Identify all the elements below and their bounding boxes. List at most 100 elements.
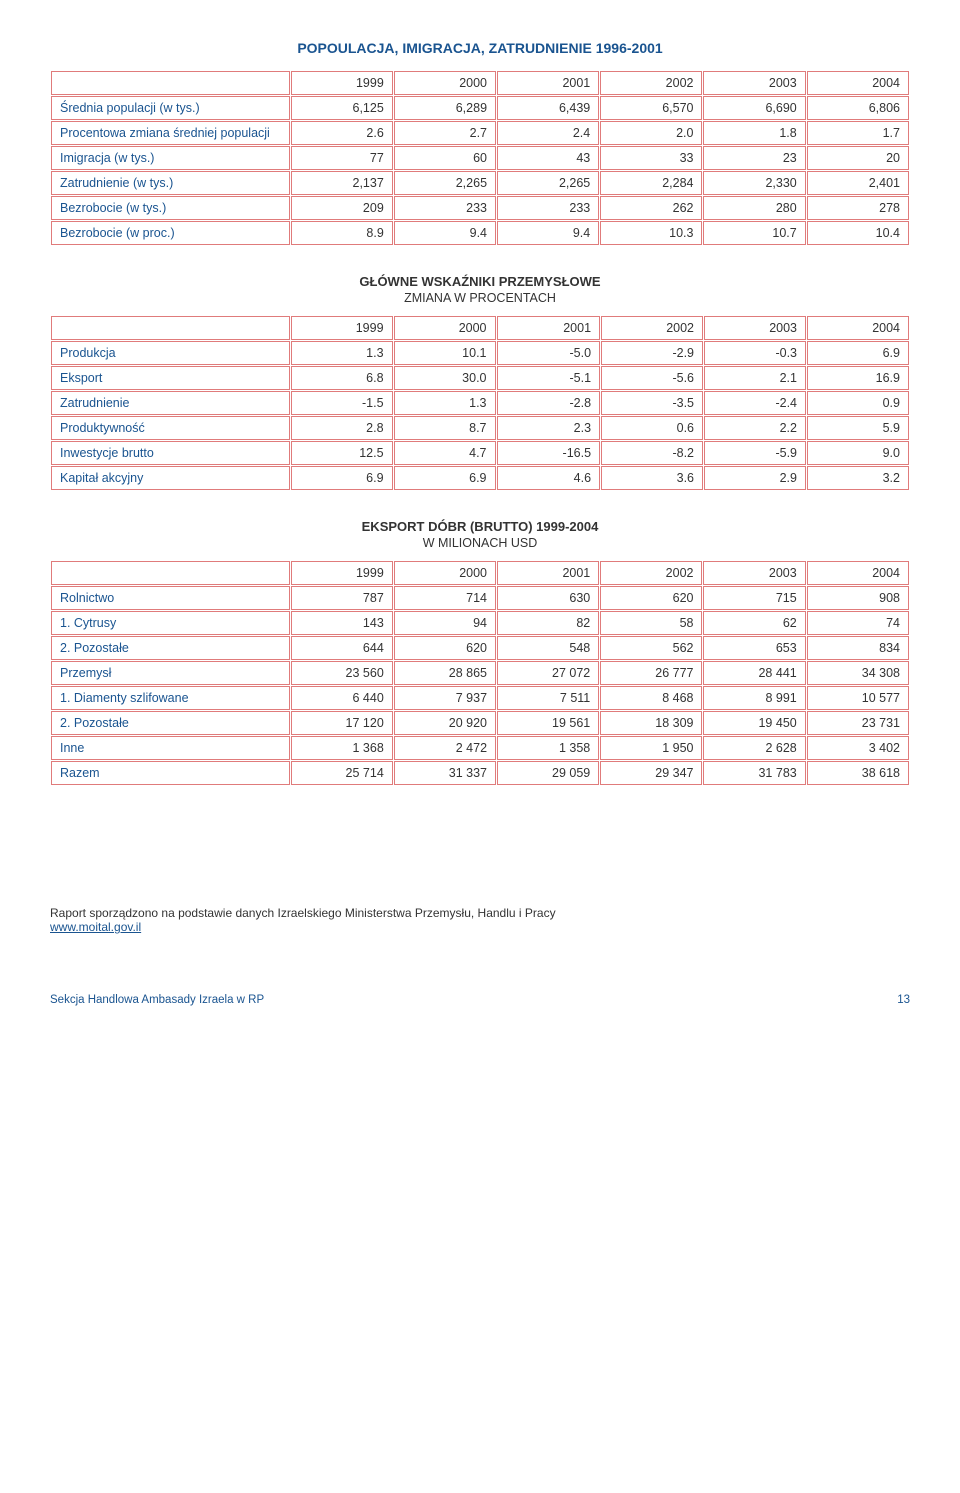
cell: 31 337 [394, 761, 496, 785]
header-blank [51, 316, 290, 340]
cell: 6,125 [291, 96, 393, 120]
cell: 60 [394, 146, 496, 170]
row-label: 1. Cytrusy [51, 611, 290, 635]
row-label: Imigracja (w tys.) [51, 146, 290, 170]
header-year: 2001 [497, 316, 601, 340]
report-footnote: Raport sporządzono na podstawie danych I… [50, 906, 910, 934]
cell: -5.0 [497, 341, 601, 365]
cell: -5.6 [601, 366, 703, 390]
cell: 1.7 [807, 121, 909, 145]
header-year: 2001 [497, 71, 599, 95]
cell: 262 [600, 196, 702, 220]
cell: 6,439 [497, 96, 599, 120]
page-footer: Sekcja Handlowa Ambasady Izraela w RP 13 [50, 994, 910, 1006]
cell: 34 308 [807, 661, 909, 685]
cell: 43 [497, 146, 599, 170]
cell: 2 628 [703, 736, 805, 760]
header-year: 2002 [600, 71, 702, 95]
cell: 2,284 [600, 171, 702, 195]
header-blank [51, 71, 290, 95]
cell: -8.2 [601, 441, 703, 465]
cell: 23 [703, 146, 805, 170]
cell: 6.8 [291, 366, 393, 390]
cell: 25 714 [291, 761, 393, 785]
cell: 2.3 [497, 416, 601, 440]
cell: 6 440 [291, 686, 393, 710]
cell: 1.3 [291, 341, 393, 365]
cell: 10 577 [807, 686, 909, 710]
cell: 143 [291, 611, 393, 635]
row-label: Produkcja [51, 341, 290, 365]
row-label: Razem [51, 761, 290, 785]
cell: 23 731 [807, 711, 909, 735]
cell: 28 441 [703, 661, 805, 685]
table-row: Zatrudnienie (w tys.)2,1372,2652,2652,28… [51, 171, 909, 195]
table-row: Bezrobocie (w tys.)209233233262280278 [51, 196, 909, 220]
cell: 562 [600, 636, 702, 660]
header-year: 2004 [807, 316, 909, 340]
cell: 12.5 [291, 441, 393, 465]
cell: 20 [807, 146, 909, 170]
cell: -2.4 [704, 391, 806, 415]
cell: 9.4 [497, 221, 599, 245]
cell: 6.9 [291, 466, 393, 490]
header-year: 2003 [703, 71, 805, 95]
cell: 620 [394, 636, 496, 660]
cell: 1.3 [394, 391, 496, 415]
footnote-link[interactable]: www.moital.gov.il [50, 920, 141, 934]
header-year: 1999 [291, 316, 393, 340]
cell: -5.1 [497, 366, 601, 390]
cell: 908 [807, 586, 909, 610]
cell: 9.4 [394, 221, 496, 245]
cell: 644 [291, 636, 393, 660]
cell: 4.6 [497, 466, 601, 490]
cell: 1 950 [600, 736, 702, 760]
table-row: Produkcja1.310.1-5.0-2.9-0.36.9 [51, 341, 909, 365]
cell: 2.7 [394, 121, 496, 145]
footer-left: Sekcja Handlowa Ambasady Izraela w RP [50, 994, 264, 1006]
footnote-text: Raport sporządzono na podstawie danych I… [50, 906, 556, 920]
cell: 278 [807, 196, 909, 220]
cell: 2,137 [291, 171, 393, 195]
page-title-1: POPOULACJA, IMIGRACJA, ZATRUDNIENIE 1996… [50, 40, 910, 56]
row-label: Procentowa zmiana średniej populacji [51, 121, 290, 145]
cell: 1.8 [703, 121, 805, 145]
table-row: Imigracja (w tys.)776043332320 [51, 146, 909, 170]
cell: 2,265 [497, 171, 599, 195]
cell: 2,265 [394, 171, 496, 195]
table-row: Produktywność2.88.72.30.62.25.9 [51, 416, 909, 440]
page-subtitle-2: ZMIANA W PROCENTACH [50, 291, 910, 305]
cell: 653 [703, 636, 805, 660]
cell: 715 [703, 586, 805, 610]
row-label: Bezrobocie (w proc.) [51, 221, 290, 245]
cell: 29 347 [600, 761, 702, 785]
cell: 8 991 [703, 686, 805, 710]
header-year: 2001 [497, 561, 599, 585]
row-label: Przemysł [51, 661, 290, 685]
cell: 31 783 [703, 761, 805, 785]
cell: 209 [291, 196, 393, 220]
cell: 17 120 [291, 711, 393, 735]
header-year: 2004 [807, 561, 909, 585]
header-year: 2000 [394, 316, 496, 340]
table-row: Przemysł23 56028 86527 07226 77728 44134… [51, 661, 909, 685]
row-label: 1. Diamenty szlifowane [51, 686, 290, 710]
table-row: Zatrudnienie-1.51.3-2.8-3.5-2.40.9 [51, 391, 909, 415]
row-label: Zatrudnienie [51, 391, 290, 415]
cell: 9.0 [807, 441, 909, 465]
cell: 834 [807, 636, 909, 660]
cell: 28 865 [394, 661, 496, 685]
cell: -1.5 [291, 391, 393, 415]
table-row: Razem25 71431 33729 05929 34731 78338 61… [51, 761, 909, 785]
cell: 5.9 [807, 416, 909, 440]
cell: 19 450 [703, 711, 805, 735]
table-row: 2. Pozostałe644620548562653834 [51, 636, 909, 660]
cell: 714 [394, 586, 496, 610]
header-year: 1999 [291, 561, 393, 585]
cell: 6,690 [703, 96, 805, 120]
row-label: Eksport [51, 366, 290, 390]
cell: 7 937 [394, 686, 496, 710]
cell: 620 [600, 586, 702, 610]
header-year: 2002 [601, 316, 703, 340]
cell: 2,330 [703, 171, 805, 195]
